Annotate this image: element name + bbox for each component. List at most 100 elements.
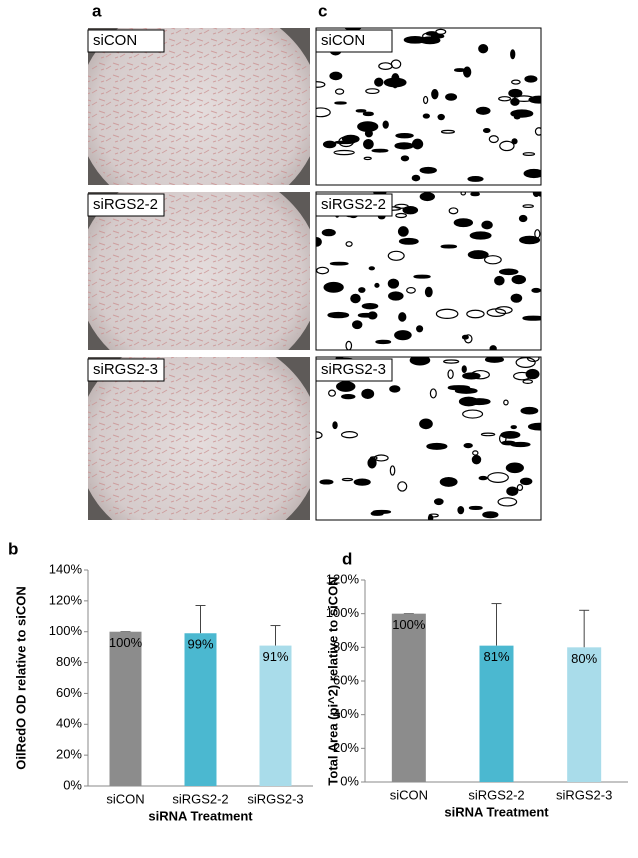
blob <box>332 421 338 430</box>
x-axis-label: siRNA Treatment <box>444 804 549 819</box>
image-label: siRGS2-2 <box>93 196 158 213</box>
y-tick-label: 60% <box>333 672 359 687</box>
value-label: 100% <box>109 635 143 650</box>
blob <box>413 274 431 279</box>
blob <box>328 389 336 397</box>
y-tick-label: 60% <box>56 685 82 700</box>
blob <box>453 68 466 72</box>
blob <box>526 357 540 363</box>
blob <box>341 477 354 482</box>
label-box <box>87 29 165 53</box>
image-bg <box>316 28 541 185</box>
y-tick-label: 120% <box>49 592 83 607</box>
cells <box>88 28 310 185</box>
blob <box>406 286 416 294</box>
blob <box>460 192 467 196</box>
blob <box>463 66 472 78</box>
blob <box>510 49 516 60</box>
blob <box>519 235 541 245</box>
blob <box>363 138 374 150</box>
blob <box>525 368 540 380</box>
blob <box>534 127 541 136</box>
blob <box>398 312 407 322</box>
blob <box>482 511 499 519</box>
value-label: 91% <box>262 649 288 664</box>
blob <box>411 138 424 150</box>
blob <box>510 425 517 430</box>
blob <box>462 409 484 419</box>
blob <box>464 334 473 344</box>
blob <box>522 204 534 209</box>
blob <box>470 192 480 197</box>
bar <box>479 645 514 782</box>
blob <box>516 484 524 491</box>
blob <box>511 274 527 285</box>
blob <box>395 133 414 139</box>
blob <box>357 121 379 132</box>
blob <box>388 291 404 301</box>
blob <box>478 44 489 54</box>
blob <box>513 95 535 103</box>
blob <box>469 231 492 240</box>
blob <box>510 293 523 303</box>
blob <box>373 454 389 462</box>
blob <box>370 511 384 516</box>
blob <box>522 315 541 321</box>
blob <box>361 388 375 399</box>
blob <box>383 77 407 88</box>
blob <box>440 129 455 134</box>
blob <box>398 237 419 245</box>
blob <box>363 156 372 161</box>
blob <box>489 345 497 350</box>
blob <box>355 109 367 113</box>
blob <box>426 442 448 450</box>
panel-label: b <box>8 539 18 558</box>
blob <box>367 457 377 469</box>
blob <box>333 149 355 156</box>
blob <box>389 465 396 476</box>
blob <box>387 278 400 289</box>
y-axis-label: Total Area (pi^2) relative to siCON <box>325 576 340 785</box>
blob <box>319 479 334 485</box>
blob <box>457 505 465 515</box>
image-border <box>315 191 542 351</box>
blob <box>322 140 337 149</box>
image-border <box>315 27 542 186</box>
blob <box>375 339 392 345</box>
blob <box>534 229 541 239</box>
image-label: siCON <box>321 32 365 49</box>
blob <box>419 418 433 430</box>
blob <box>511 138 518 145</box>
cells <box>88 192 310 350</box>
blob <box>447 369 454 380</box>
blob <box>440 244 458 249</box>
label-box <box>87 358 165 382</box>
blob <box>362 111 374 117</box>
blob <box>513 114 521 120</box>
blob <box>480 432 496 437</box>
y-tick-label: 80% <box>56 654 82 669</box>
blob <box>371 148 389 153</box>
blob <box>431 88 439 100</box>
blob <box>532 192 540 197</box>
blob <box>443 359 460 364</box>
blob <box>458 396 479 407</box>
bar <box>109 631 142 786</box>
x-axis-label: siRNA Treatment <box>148 808 253 823</box>
blob <box>500 431 521 439</box>
blob <box>439 477 458 487</box>
blob <box>329 71 343 81</box>
blob <box>374 77 384 87</box>
micrograph <box>88 28 310 185</box>
x-tick-label: siRGS2-3 <box>556 787 612 802</box>
y-tick-label: 80% <box>333 639 359 654</box>
blob <box>484 357 505 363</box>
y-tick-label: 120% <box>326 571 360 586</box>
blob <box>336 381 356 392</box>
label-box <box>87 193 165 217</box>
threshold-image <box>316 28 541 185</box>
image-border <box>315 356 542 521</box>
cells <box>88 357 310 520</box>
blob <box>505 462 524 474</box>
panel-label: d <box>342 549 352 568</box>
